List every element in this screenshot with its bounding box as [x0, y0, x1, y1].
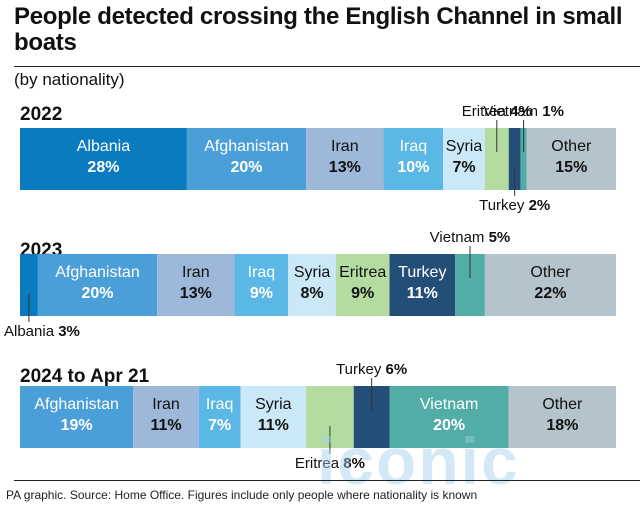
value-label-iraq: 9%	[250, 285, 273, 302]
value-label-iran: 11%	[150, 417, 181, 434]
category-label-vietnam: Vietnam	[420, 396, 478, 413]
bar-segment-afghanistan	[37, 254, 158, 316]
bar-segment-albania	[20, 254, 38, 316]
value-label-syria: 8%	[300, 285, 323, 302]
bar-segment-afghanistan	[186, 128, 307, 190]
value-label-afghanistan: 19%	[61, 417, 93, 434]
value-label-other: 18%	[546, 417, 578, 434]
category-name: Eritrea	[295, 455, 343, 472]
bottom-divider	[14, 480, 640, 481]
value-label-iran: 13%	[329, 159, 361, 176]
value-label: 5%	[489, 229, 511, 246]
bar-segment-syria	[288, 254, 336, 316]
outside-label-eritrea: Eritrea 4%	[462, 103, 532, 120]
category-label-other: Other	[542, 396, 583, 413]
value-label-other: 22%	[534, 285, 566, 302]
bar-segment-other	[526, 128, 616, 190]
category-name: Turkey	[479, 197, 528, 214]
value-label: 1%	[542, 103, 564, 120]
chart-title: People detected crossing the English Cha…	[14, 3, 623, 56]
category-label-syria: Syria	[294, 264, 331, 281]
category-name: Turkey	[336, 361, 385, 378]
category-label-turkey: Turkey	[398, 264, 446, 281]
category-label-afghanistan: Afghanistan	[34, 396, 119, 413]
bar-segment-iraq	[234, 254, 289, 316]
value-label-syria: 11%	[258, 417, 289, 434]
year-label: 2022	[20, 104, 62, 125]
category-label-other: Other	[530, 264, 571, 281]
category-label-albania: Albania	[77, 138, 130, 155]
value-label-vietnam: 20%	[433, 417, 465, 434]
value-label-afghanistan: 20%	[81, 285, 113, 302]
category-name: Albania	[4, 323, 58, 340]
bar-segment-other	[484, 254, 616, 316]
bar-segment-albania	[20, 128, 187, 190]
category-name: Eritrea	[462, 103, 510, 120]
year-label: 2024 to Apr 21	[20, 366, 150, 387]
outside-label-vietnam: Vietnam 5%	[430, 229, 511, 246]
value-label-albania: 28%	[87, 159, 119, 176]
category-label-iraq: Iraq	[400, 138, 428, 155]
value-label: 2%	[529, 197, 551, 214]
category-label-eritrea: Eritrea	[339, 264, 386, 281]
category-label-other: Other	[551, 138, 592, 155]
category-label-iran: Iran	[152, 396, 180, 413]
category-label-iraq: Iraq	[206, 396, 234, 413]
outside-label-vietnam: Vietnam 1%	[483, 103, 564, 120]
value-label: 6%	[386, 361, 408, 378]
bar-segment-other	[508, 386, 616, 448]
top-divider	[14, 66, 640, 67]
value-label: 4%	[510, 103, 532, 120]
category-name: Vietnam	[483, 103, 542, 120]
value-label-eritrea: 9%	[351, 285, 374, 302]
value-label-other: 15%	[555, 159, 587, 176]
value-label: 8%	[343, 455, 365, 472]
value-label-iran: 13%	[180, 285, 212, 302]
bar-segment-vietnam	[520, 128, 527, 190]
chart-subtitle: (by nationality)	[14, 70, 125, 89]
chart-2022: 2022 Albania 28% Afghanistan 20% Iran 13% Iraq 1…	[20, 103, 616, 214]
category-label-afghanistan: Afghanistan	[204, 138, 289, 155]
bar-segment-turkey	[389, 254, 456, 316]
bar-segment-iran	[157, 254, 235, 316]
outside-label-turkey: Turkey 6%	[336, 361, 407, 378]
value-label-turkey: 11%	[407, 285, 438, 302]
outside-label-turkey: Turkey 2%	[479, 197, 550, 214]
value-label-syria: 7%	[452, 159, 475, 176]
category-name: Vietnam	[430, 229, 489, 246]
bar-segment-afghanistan	[20, 386, 134, 448]
bar-segment-syria	[240, 386, 307, 448]
category-label-iran: Iran	[331, 138, 359, 155]
category-label-afghanistan: Afghanistan	[55, 264, 140, 281]
category-label-syria: Syria	[255, 396, 292, 413]
stacked-bar-charts: 2022 Albania 28% Afghanistan 20% Iran 13% Iraq 1…	[4, 103, 616, 472]
value-label-iraq: 7%	[208, 417, 231, 434]
bar-segment-iran	[133, 386, 199, 448]
value-label-iraq: 10%	[397, 159, 429, 176]
bar-segment-iran	[306, 128, 384, 190]
chart-2024-to-apr-21: 2024 to Apr 21 Afghanistan 19% Iran 11% Iraq 7…	[20, 361, 616, 472]
value-label-afghanistan: 20%	[230, 159, 262, 176]
category-label-iran: Iran	[182, 264, 210, 281]
bar-segment-iraq	[383, 128, 444, 190]
bar-segment-iraq	[198, 386, 241, 448]
bar-segment-turkey	[508, 128, 521, 190]
category-label-syria: Syria	[446, 138, 483, 155]
bar-segment-eritrea	[335, 254, 390, 316]
category-label-iraq: Iraq	[248, 264, 276, 281]
outside-label-eritrea: Eritrea 8%	[295, 455, 365, 472]
outside-label-albania: Albania 3%	[4, 323, 80, 340]
bar-segment-syria	[443, 128, 485, 190]
source-footer: PA graphic. Source: Home Office. Figures…	[6, 488, 478, 502]
bar-segment-eritrea	[484, 128, 509, 190]
value-label: 3%	[58, 323, 80, 340]
bar-segment-vietnam	[389, 386, 509, 448]
